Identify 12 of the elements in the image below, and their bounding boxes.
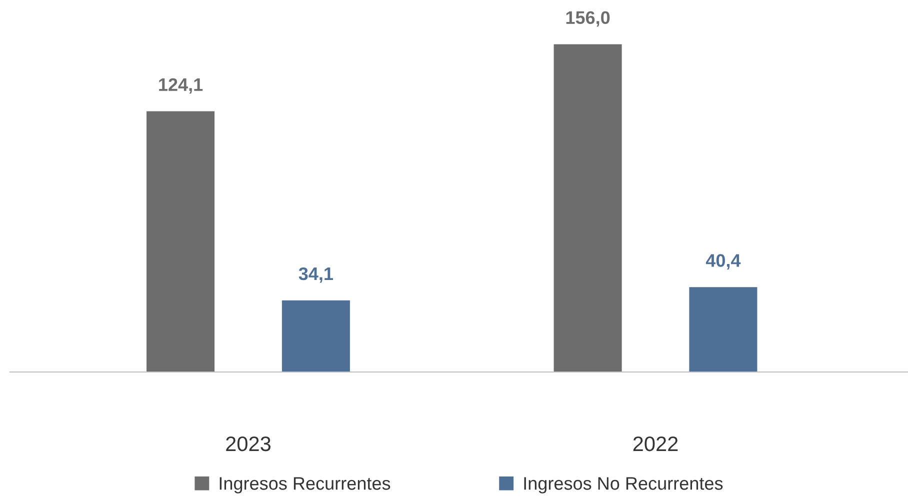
data-label: 40,4 bbox=[706, 254, 741, 270]
legend-label: Ingresos No Recurrentes bbox=[524, 477, 723, 494]
data-label: 34,1 bbox=[298, 267, 334, 283]
bar bbox=[689, 287, 758, 372]
data-label: 124,1 bbox=[159, 78, 203, 94]
data-label: 156,0 bbox=[566, 11, 610, 27]
x-tick-label: 2022 bbox=[633, 436, 678, 452]
bar bbox=[146, 111, 215, 372]
bar bbox=[554, 44, 622, 372]
legend-label: Ingresos Recurrentes bbox=[220, 477, 390, 494]
bar bbox=[282, 300, 350, 372]
x-tick-label: 2023 bbox=[226, 436, 270, 452]
